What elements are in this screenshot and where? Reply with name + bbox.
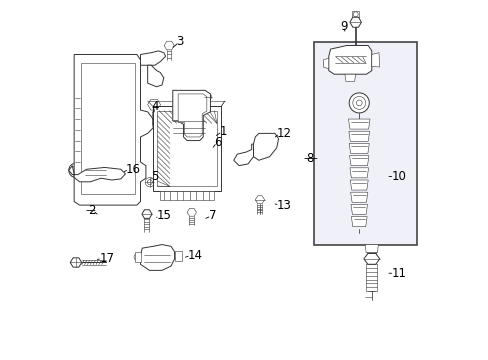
Text: 8: 8 [305, 152, 313, 165]
Polygon shape [81, 63, 135, 194]
Polygon shape [348, 131, 369, 141]
Text: 7: 7 [208, 210, 216, 222]
Circle shape [210, 180, 217, 187]
Polygon shape [157, 111, 217, 186]
Polygon shape [349, 168, 368, 178]
Circle shape [112, 167, 125, 180]
Polygon shape [140, 244, 174, 270]
Circle shape [352, 96, 365, 109]
Circle shape [356, 100, 362, 106]
Polygon shape [328, 45, 371, 74]
Polygon shape [178, 94, 206, 137]
Circle shape [239, 154, 249, 164]
Polygon shape [371, 53, 379, 67]
Circle shape [69, 163, 83, 177]
Circle shape [80, 64, 85, 69]
Circle shape [174, 252, 182, 260]
Polygon shape [164, 41, 174, 50]
Polygon shape [147, 99, 160, 110]
Polygon shape [350, 204, 367, 215]
Circle shape [346, 75, 352, 81]
Polygon shape [348, 119, 369, 129]
Polygon shape [187, 208, 196, 216]
Circle shape [131, 64, 136, 69]
Circle shape [210, 111, 217, 117]
Text: 12: 12 [276, 127, 291, 140]
Polygon shape [69, 166, 125, 182]
Text: 16: 16 [126, 163, 141, 176]
Polygon shape [351, 217, 366, 226]
Circle shape [131, 194, 136, 199]
Polygon shape [349, 17, 361, 27]
Text: 15: 15 [156, 210, 171, 222]
Bar [88, 56, 122, 73]
Polygon shape [140, 51, 165, 65]
Circle shape [75, 130, 82, 137]
Text: 3: 3 [176, 35, 183, 49]
Polygon shape [174, 251, 182, 261]
Text: 11: 11 [391, 267, 406, 280]
Circle shape [145, 177, 154, 187]
Polygon shape [344, 74, 355, 81]
Polygon shape [172, 90, 210, 140]
Circle shape [150, 252, 163, 265]
Circle shape [261, 143, 268, 150]
Text: 4: 4 [151, 100, 159, 113]
Polygon shape [160, 191, 214, 200]
Circle shape [115, 170, 122, 177]
Text: 10: 10 [391, 170, 406, 183]
Circle shape [157, 111, 163, 117]
Circle shape [373, 58, 378, 63]
Text: 9: 9 [340, 20, 347, 33]
Circle shape [204, 93, 211, 100]
Polygon shape [153, 107, 221, 191]
Circle shape [147, 180, 152, 185]
Polygon shape [349, 156, 368, 166]
Text: 2: 2 [88, 204, 96, 217]
Bar [314, 42, 416, 244]
Polygon shape [135, 252, 140, 262]
Polygon shape [349, 180, 367, 190]
Text: 14: 14 [187, 249, 203, 262]
Polygon shape [147, 65, 163, 87]
Circle shape [72, 166, 80, 175]
Polygon shape [70, 258, 81, 267]
Circle shape [80, 194, 85, 199]
Text: 5: 5 [151, 170, 158, 183]
Polygon shape [233, 144, 253, 166]
Circle shape [134, 253, 141, 261]
Circle shape [153, 255, 160, 262]
Polygon shape [253, 134, 278, 160]
Circle shape [258, 140, 271, 153]
Circle shape [352, 12, 357, 17]
Circle shape [348, 93, 368, 113]
Circle shape [157, 180, 163, 187]
Circle shape [323, 61, 328, 66]
Text: 1: 1 [219, 125, 226, 138]
Text: 17: 17 [99, 252, 114, 265]
Text: 6: 6 [214, 136, 221, 149]
Polygon shape [255, 196, 264, 204]
Polygon shape [350, 192, 367, 202]
Polygon shape [366, 252, 376, 259]
Polygon shape [348, 143, 368, 153]
Text: —: — [304, 153, 313, 163]
Polygon shape [142, 210, 152, 219]
Bar [351, 12, 359, 17]
Polygon shape [365, 244, 378, 252]
Text: —: — [86, 206, 96, 216]
Polygon shape [74, 54, 153, 205]
Polygon shape [323, 58, 328, 69]
Polygon shape [363, 253, 379, 264]
Text: 13: 13 [276, 199, 291, 212]
